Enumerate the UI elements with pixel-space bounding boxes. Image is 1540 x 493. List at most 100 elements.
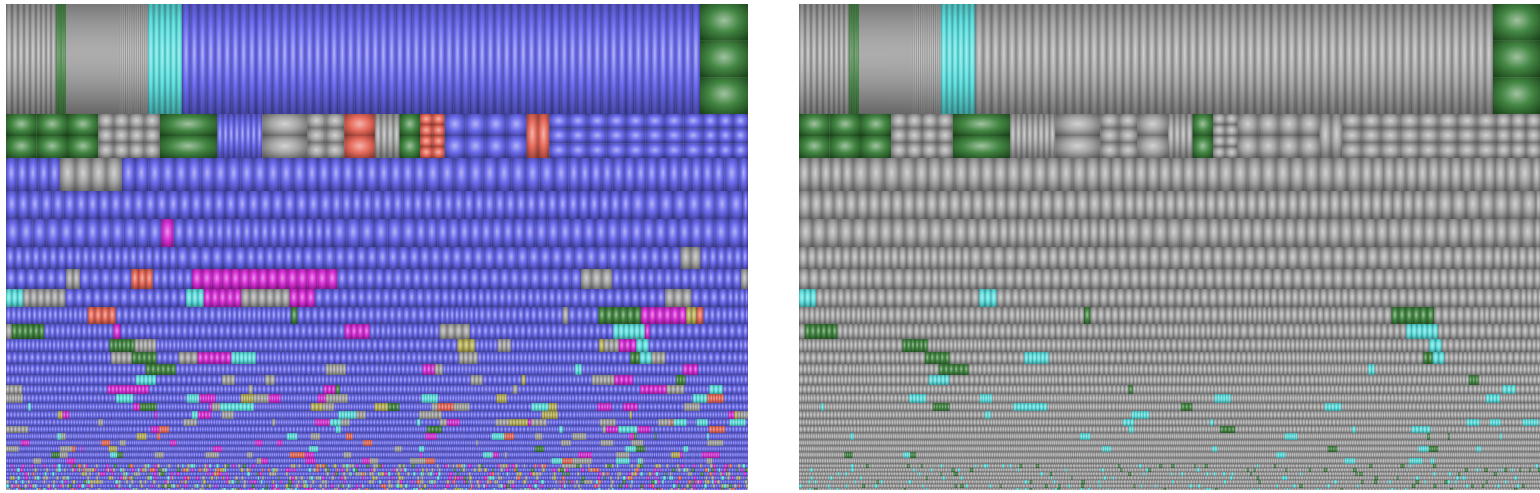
- treemap-cell[interactable]: [565, 403, 569, 411]
- treemap-cell[interactable]: [369, 452, 372, 458]
- treemap-cell[interactable]: [112, 433, 115, 440]
- treemap-cell[interactable]: [148, 4, 154, 114]
- treemap-cell[interactable]: [400, 426, 403, 433]
- treemap-cell[interactable]: [163, 452, 166, 458]
- treemap-cell[interactable]: [63, 403, 67, 411]
- treemap-cell[interactable]: [407, 394, 412, 403]
- treemap-cell[interactable]: [86, 440, 89, 446]
- treemap-cell[interactable]: [78, 464, 82, 468]
- treemap-cell[interactable]: [732, 419, 735, 426]
- treemap-cell[interactable]: [497, 446, 500, 452]
- treemap-cell[interactable]: [352, 352, 359, 364]
- treemap-cell[interactable]: [136, 364, 141, 375]
- treemap-cell[interactable]: [403, 452, 406, 458]
- treemap-cell[interactable]: [275, 433, 278, 440]
- treemap-cell[interactable]: [714, 433, 717, 440]
- treemap-cell[interactable]: [126, 394, 130, 403]
- treemap-cell[interactable]: [568, 464, 572, 468]
- treemap-cell[interactable]: [194, 446, 197, 452]
- treemap-cell[interactable]: [24, 464, 27, 468]
- treemap-cell[interactable]: [306, 440, 309, 446]
- treemap-cell[interactable]: [741, 446, 744, 452]
- treemap-cell[interactable]: [665, 289, 674, 307]
- treemap-cell[interactable]: [102, 458, 106, 464]
- treemap-cell[interactable]: [18, 339, 23, 352]
- treemap-cell[interactable]: [332, 364, 336, 375]
- treemap-cell[interactable]: [633, 440, 636, 446]
- treemap-cell[interactable]: [72, 4, 74, 114]
- treemap-cell[interactable]: [67, 433, 70, 440]
- treemap-cell[interactable]: [199, 247, 212, 269]
- treemap-cell[interactable]: [405, 419, 410, 426]
- treemap-cell[interactable]: [534, 339, 539, 352]
- treemap-cell[interactable]: [10, 339, 15, 352]
- treemap-cell[interactable]: [573, 247, 586, 269]
- treemap-cell[interactable]: [245, 394, 249, 403]
- treemap-cell[interactable]: [402, 403, 405, 411]
- treemap-cell[interactable]: [381, 307, 389, 324]
- treemap-cell[interactable]: [455, 426, 459, 433]
- treemap-cell[interactable]: [141, 433, 145, 440]
- treemap-cell[interactable]: [509, 452, 512, 458]
- treemap-cell[interactable]: [155, 433, 157, 440]
- treemap-cell[interactable]: [473, 458, 476, 464]
- treemap-cell[interactable]: [365, 269, 375, 289]
- treemap-cell[interactable]: [211, 375, 217, 385]
- treemap-cell[interactable]: [511, 440, 514, 446]
- treemap-cell[interactable]: [543, 4, 552, 114]
- treemap-cell[interactable]: [544, 446, 547, 452]
- treemap-cell[interactable]: [479, 339, 485, 352]
- treemap-cell[interactable]: [477, 419, 481, 426]
- treemap-cell[interactable]: [515, 440, 518, 446]
- treemap-cell[interactable]: [87, 307, 95, 324]
- treemap-cell[interactable]: [328, 352, 335, 364]
- treemap-cell[interactable]: [727, 458, 730, 464]
- treemap-cell[interactable]: [46, 219, 60, 247]
- treemap-cell[interactable]: [369, 419, 373, 426]
- treemap-cell[interactable]: [407, 324, 413, 339]
- treemap-cell[interactable]: [343, 446, 346, 452]
- treemap-cell[interactable]: [152, 452, 155, 458]
- treemap-cell[interactable]: [631, 394, 635, 403]
- treemap-cell[interactable]: [634, 324, 640, 339]
- treemap-cell[interactable]: [407, 375, 412, 385]
- treemap-cell[interactable]: [115, 452, 118, 458]
- treemap-cell[interactable]: [699, 426, 703, 433]
- treemap-cell[interactable]: [525, 158, 540, 191]
- treemap-cell[interactable]: [471, 364, 475, 375]
- treemap-cell[interactable]: [466, 375, 471, 385]
- treemap-cell[interactable]: [236, 426, 241, 433]
- treemap-cell[interactable]: [543, 452, 546, 458]
- treemap-cell[interactable]: [256, 4, 265, 114]
- treemap-cell[interactable]: [598, 307, 606, 324]
- treemap-cell[interactable]: [341, 339, 347, 352]
- treemap-cell[interactable]: [135, 307, 143, 324]
- treemap-cell[interactable]: [711, 339, 717, 352]
- treemap-cell[interactable]: [649, 403, 654, 411]
- treemap-cell[interactable]: [685, 375, 689, 385]
- treemap-cell[interactable]: [499, 446, 502, 452]
- treemap-cell[interactable]: [138, 4, 141, 114]
- treemap-cell[interactable]: [123, 433, 126, 440]
- treemap-cell[interactable]: [374, 114, 382, 158]
- treemap-cell[interactable]: [667, 452, 670, 458]
- treemap-cell[interactable]: [710, 403, 714, 411]
- treemap-cell[interactable]: [308, 440, 311, 446]
- treemap-cell[interactable]: [132, 426, 137, 433]
- treemap-cell[interactable]: [477, 464, 482, 468]
- treemap-cell[interactable]: [294, 452, 298, 458]
- treemap-cell[interactable]: [112, 446, 116, 452]
- treemap-cell[interactable]: [160, 411, 164, 419]
- treemap-cell[interactable]: [640, 452, 643, 458]
- treemap-cell[interactable]: [133, 464, 136, 468]
- treemap-cell[interactable]: [710, 452, 713, 458]
- treemap-cell[interactable]: [555, 458, 557, 464]
- treemap-cell[interactable]: [36, 269, 47, 289]
- treemap-cell[interactable]: [587, 375, 592, 385]
- treemap-cell[interactable]: [238, 339, 244, 352]
- treemap-cell[interactable]: [323, 289, 332, 307]
- treemap-cell[interactable]: [608, 247, 619, 269]
- treemap-cell[interactable]: [569, 324, 576, 339]
- treemap-cell[interactable]: [174, 446, 177, 452]
- treemap-cell[interactable]: [637, 458, 640, 464]
